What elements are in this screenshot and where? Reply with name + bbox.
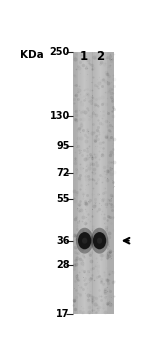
Bar [109,52,110,314]
Ellipse shape [76,228,93,254]
Bar [97,52,98,314]
Bar [73,52,114,314]
Text: 95: 95 [56,141,70,151]
Bar [91,52,92,314]
Bar [98,52,99,314]
Bar [77,52,78,314]
Bar [105,52,106,314]
Text: 1: 1 [79,50,87,63]
Bar [87,52,88,314]
Bar [107,52,108,314]
Bar [103,52,104,314]
Bar [108,52,109,314]
Bar [92,52,93,314]
Bar [113,52,114,314]
Ellipse shape [91,228,108,254]
Text: 36: 36 [56,236,70,246]
Bar [89,52,90,314]
Text: 55: 55 [56,194,70,205]
Bar [84,52,85,314]
Ellipse shape [97,238,102,244]
Bar [81,52,82,314]
Ellipse shape [93,232,106,249]
Text: 28: 28 [56,260,70,270]
Bar [93,52,106,314]
Bar [85,52,86,314]
Bar [102,52,103,314]
Bar [83,52,84,314]
Bar [82,52,83,314]
Bar [90,52,91,314]
Text: 72: 72 [56,168,70,178]
Text: 2: 2 [96,50,104,63]
Bar [100,52,101,314]
Bar [76,52,77,314]
Bar [104,52,105,314]
Bar [75,52,76,314]
Bar [88,52,89,314]
Bar [79,52,80,314]
Bar [93,52,94,314]
Bar [74,52,75,314]
Text: 130: 130 [50,110,70,121]
Bar [94,52,95,314]
Text: KDa: KDa [20,50,44,60]
Text: 250: 250 [50,47,70,57]
Ellipse shape [82,238,87,244]
Bar [106,52,107,314]
Bar [99,52,100,314]
Ellipse shape [78,232,91,249]
Bar [78,52,92,314]
Bar [78,52,79,314]
Bar [95,52,96,314]
Text: 17: 17 [56,309,70,319]
Bar [110,52,111,314]
Bar [86,52,87,314]
Bar [101,52,102,314]
Bar [73,52,74,314]
Bar [80,52,81,314]
Bar [111,52,112,314]
Bar [112,52,113,314]
Bar [82,52,83,314]
Bar [96,52,97,314]
